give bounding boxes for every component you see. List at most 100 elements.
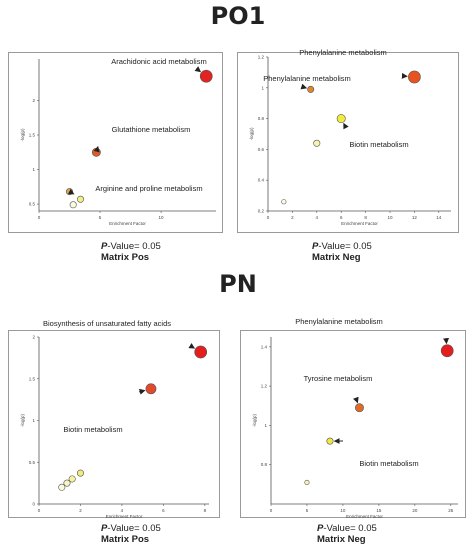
x-tick-label: 25 [448,508,454,513]
data-point [281,199,287,205]
caption-po1-neg: P-Value= 0.05 Matrix Neg [312,241,372,263]
x-tick-label: 4 [316,215,319,220]
matrix-label: Matrix Neg [317,534,366,545]
pvalue-text: -Value= 0.05 [107,523,161,534]
chart-panel-pn-neg: 0 5 10 15 20 25 0.8 1 1.2 1.4 Enrichment Factor -lo… [240,317,466,519]
x-tick-label: 10 [387,215,393,220]
y-axis-label: -log(p) [20,414,25,428]
y-axis-label: -log(p) [252,414,257,428]
matrix-label: Matrix Pos [101,252,150,263]
annotation-label: Phenylalanine metabolism [299,48,387,57]
y-axis-label: -log(p) [20,128,25,142]
y-tick-label: 1.5 [29,133,36,138]
data-point [326,437,334,445]
pvalue-text: -Value= 0.05 [323,523,377,534]
x-tick-label: 2 [291,215,294,220]
data-point [199,69,213,83]
x-tick-label: 10 [159,215,165,220]
y-tick-label: 0 [32,502,35,507]
caption-pn-pos: P-Value= 0.05 Matrix Pos [101,523,161,545]
annotation-label: Biotin metabolism [349,140,408,149]
y-tick-label: 1.4 [261,344,268,349]
pvalue-label: P [101,241,108,252]
annotation-label: Phenylalanine metabolism [295,317,383,326]
annotation-arrow [93,145,100,153]
x-tick-label: 5 [99,215,102,220]
data-point [68,475,76,483]
caption-pn-neg: P-Value= 0.05 Matrix Neg [317,523,377,545]
y-tick-label: 2 [32,335,35,340]
scatter-chart-po1-pos: 0 5 10 0.5 1 1.5 2 Enrichment Factor -log(p) Arac… [20,57,216,226]
y-axis-label: -log(p) [249,127,254,141]
x-tick-label: 12 [412,215,418,220]
data-point [145,383,157,395]
data-point [58,483,66,491]
y-tick-label: 0.4 [258,178,265,183]
scatter-chart-po1-neg: 0 2 4 6 8 10 12 14 0.2 0.4 0.6 0.8 1 1.2 Enrichment Fa… [249,48,451,226]
pvalue-label: P [101,523,108,534]
y-tick-label: 0.5 [29,460,36,465]
annotation-label: Biotin metabolism [63,425,122,434]
annotation-label: Biosynthesis of unsaturated fatty acids [43,319,171,328]
data-point [440,344,454,358]
pvalue-label: P [312,241,319,252]
annotation-arrow [194,66,202,73]
x-tick-label: 4 [121,508,124,513]
y-tick-label: 0.2 [258,209,265,214]
x-tick-label: 15 [376,508,382,513]
x-tick-label: 0 [38,508,41,513]
pvalue-text: -Value= 0.05 [318,241,372,252]
matrix-label: Matrix Neg [312,252,361,263]
y-tick-label: 1 [264,423,267,428]
y-tick-label: 1 [32,418,35,423]
x-axis-label: Enrichment Factor [106,514,143,519]
scatter-chart-pn-pos: 0 2 4 6 8 0 0.5 1 1.5 2 Enrichment Factor -log(p) Bi… [20,319,209,519]
x-tick-label: 20 [412,508,418,513]
x-tick-label: 8 [204,508,207,513]
section-title-pn: PN [219,270,257,298]
x-tick-label: 0 [267,215,270,220]
data-point [408,70,421,84]
y-tick-label: 1 [32,167,35,172]
annotation-arrow [67,188,75,195]
chart-panel-po1-neg: 0 2 4 6 8 10 12 14 0.2 0.4 0.6 0.8 1 1.2 Enrichment Fa… [237,48,459,233]
data-point [91,147,101,157]
y-tick-label: 1.2 [258,55,265,60]
data-point [307,85,315,93]
x-tick-label: 0 [38,215,41,220]
y-tick-label: 1 [261,85,264,90]
data-point [66,188,74,196]
x-tick-label: 5 [306,508,309,513]
y-tick-label: 0.5 [29,202,36,207]
data-point [69,201,77,209]
annotation-label: Phenylalanine metabolism [263,74,351,83]
x-tick-label: 14 [436,215,442,220]
section-title-po1: PO1 [210,2,266,30]
y-tick-label: 0.8 [258,116,265,121]
x-axis-label: Enrichment Factor [346,514,383,519]
y-tick-label: 0.6 [258,147,265,152]
x-tick-label: 2 [79,508,82,513]
annotation-arrow [300,83,308,90]
data-point [77,195,85,203]
y-tick-label: 0.8 [261,462,268,467]
scatter-chart-pn-neg: 0 5 10 15 20 25 0.8 1 1.2 1.4 Enrichment Factor -lo… [252,317,458,519]
annotation-label: Biotin metabolism [359,459,418,468]
x-tick-label: 0 [270,508,273,513]
annotation-label: Arachidonic acid metabolism [111,57,206,66]
pvalue-text: -Value= 0.05 [107,241,161,252]
x-axis-label: Enrichment Factor [109,221,146,226]
data-point [304,479,310,485]
annotation-label: Arginine and proline metabolism [95,184,202,193]
pvalue-label: P [317,523,324,534]
x-tick-label: 8 [364,215,367,220]
chart-panel-po1-pos: 0 5 10 0.5 1 1.5 2 Enrichment Factor -log(p) Arac… [8,52,223,233]
annotation-label: Glutathione metabolism [112,125,191,134]
matrix-label: Matrix Pos [101,534,150,545]
y-tick-label: 1.5 [29,376,36,381]
caption-po1-pos: P-Value= 0.05 Matrix Pos [101,241,161,263]
data-point [355,403,364,413]
data-point [63,479,71,487]
x-tick-label: 6 [162,508,165,513]
x-tick-label: 6 [340,215,343,220]
